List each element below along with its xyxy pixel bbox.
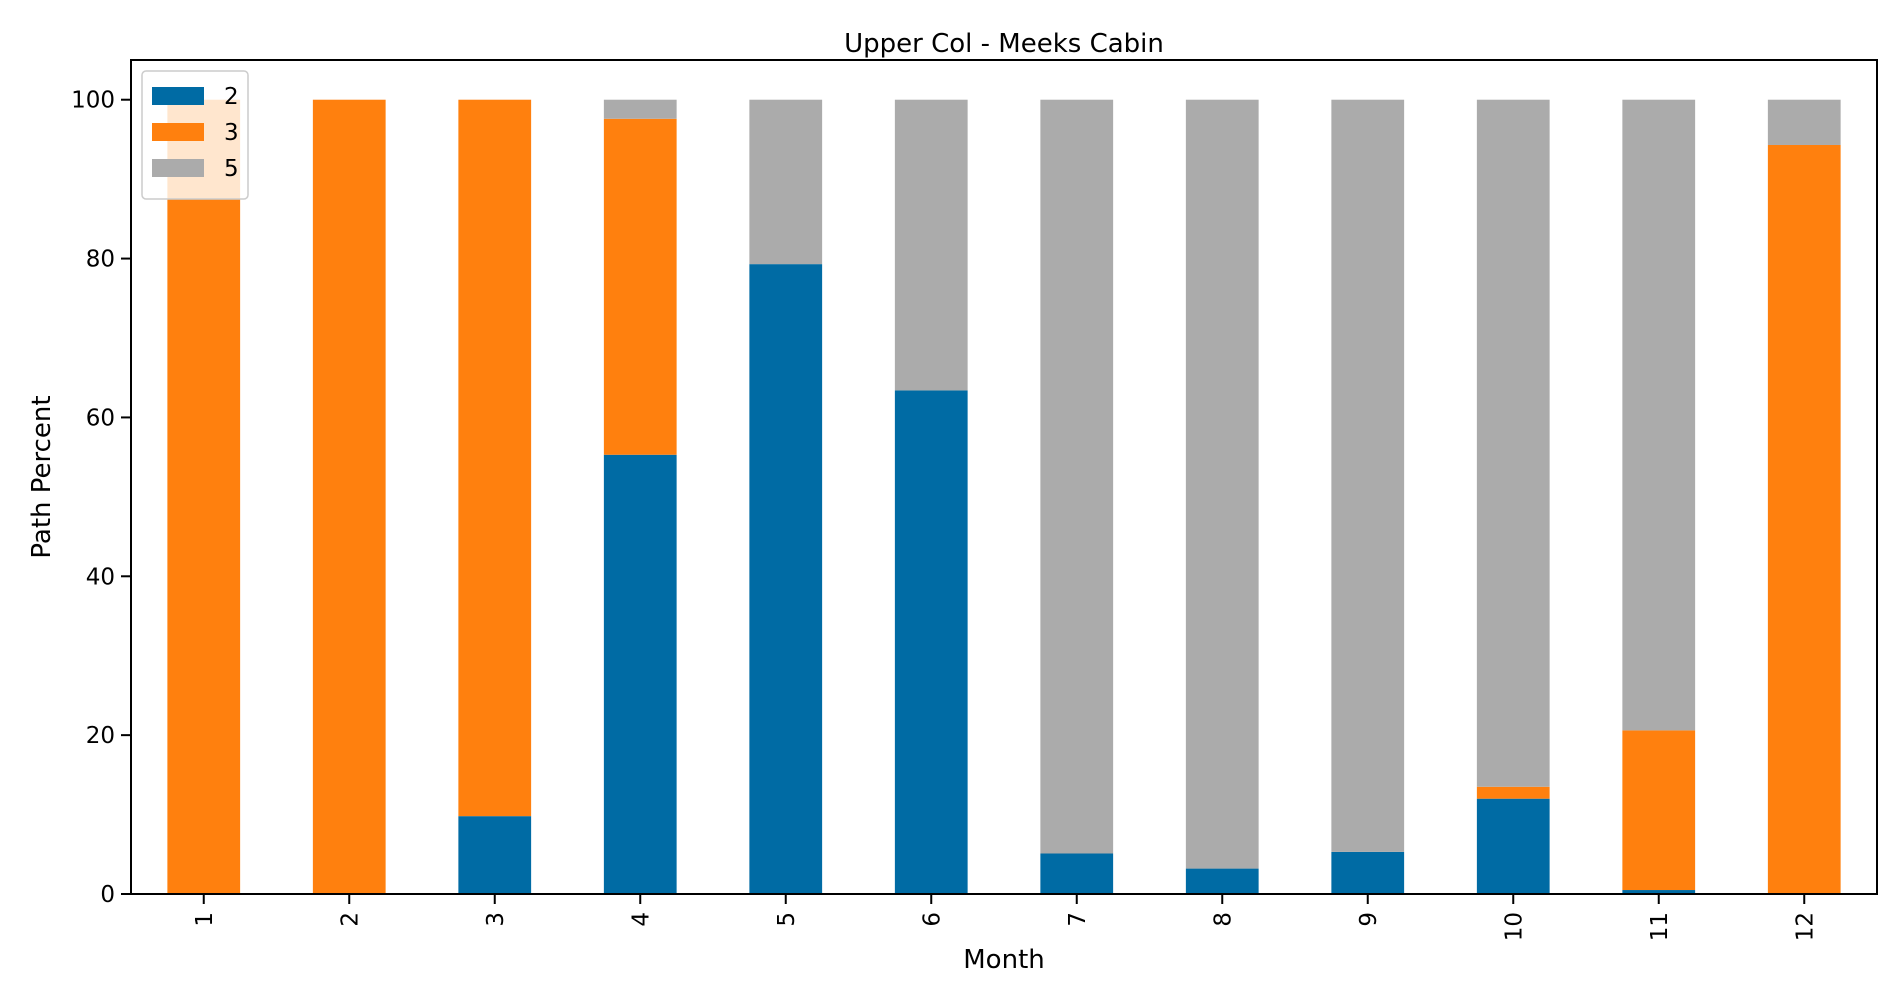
chart-title: Upper Col - Meeks Cabin xyxy=(844,29,1164,59)
bar-series-3-month-1 xyxy=(167,99,241,894)
legend-label-5: 5 xyxy=(224,156,239,182)
y-tick-label: 60 xyxy=(86,405,115,431)
legend-swatch-5 xyxy=(152,159,204,177)
bar-series-2-month-11 xyxy=(1622,890,1696,894)
x-tick-label: 1 xyxy=(192,912,218,927)
bar-series-2-month-7 xyxy=(1040,853,1114,894)
bar-series-2-month-6 xyxy=(894,390,968,894)
bar-series-5-month-9 xyxy=(1331,99,1405,852)
y-tick-label: 40 xyxy=(86,564,115,590)
x-tick-label: 5 xyxy=(774,912,800,927)
x-tick-label: 6 xyxy=(919,912,945,927)
bar-series-2-month-5 xyxy=(749,264,823,894)
bar-series-5-month-5 xyxy=(749,99,823,265)
x-tick-label: 4 xyxy=(628,912,654,927)
legend-label-3: 3 xyxy=(224,120,239,146)
x-tick-label: 7 xyxy=(1065,912,1091,927)
bars-group xyxy=(167,99,1841,894)
x-tick-label: 10 xyxy=(1501,912,1527,941)
bar-series-5-month-10 xyxy=(1476,99,1550,787)
y-tick-label: 80 xyxy=(86,247,115,273)
x-tick-label: 9 xyxy=(1356,912,1382,927)
bar-series-5-month-11 xyxy=(1622,99,1696,731)
x-tick-label: 3 xyxy=(483,912,509,927)
bar-series-5-month-4 xyxy=(603,99,677,119)
bar-series-5-month-6 xyxy=(894,99,968,391)
bar-series-2-month-9 xyxy=(1331,851,1405,894)
x-tick-label: 12 xyxy=(1792,912,1818,941)
bar-series-3-month-12 xyxy=(1767,144,1841,894)
legend: 2 3 5 xyxy=(141,70,249,200)
x-tick-label: 8 xyxy=(1210,912,1236,927)
y-tick-label: 100 xyxy=(71,88,115,114)
y-axis: 0 20 40 60 80 100 xyxy=(71,88,131,908)
bar-series-3-month-4 xyxy=(603,118,677,455)
legend-label-2: 2 xyxy=(224,84,239,110)
y-axis-label: Path Percent xyxy=(27,395,57,558)
bar-series-3-month-11 xyxy=(1622,730,1696,891)
x-tick-label: 2 xyxy=(337,912,363,927)
y-tick-label: 0 xyxy=(100,882,115,908)
bar-series-3-month-3 xyxy=(458,99,532,817)
plot-frame xyxy=(130,59,1878,895)
x-axis: 1 2 3 4 5 6 7 8 9 10 11 12 xyxy=(192,894,1818,941)
bar-series-5-month-12 xyxy=(1767,99,1841,145)
bar-series-2-month-10 xyxy=(1476,798,1550,894)
bar-series-5-month-7 xyxy=(1040,99,1114,854)
legend-swatch-2 xyxy=(152,87,204,105)
legend-swatch-3 xyxy=(152,123,204,141)
bar-series-2-month-4 xyxy=(603,454,677,894)
x-axis-label: Month xyxy=(963,945,1045,975)
bar-series-3-month-10 xyxy=(1476,786,1550,799)
bar-series-5-month-8 xyxy=(1185,99,1259,869)
x-tick-label: 11 xyxy=(1647,912,1673,941)
bar-series-3-month-2 xyxy=(312,99,386,894)
bar-series-2-month-8 xyxy=(1185,868,1259,894)
y-tick-label: 20 xyxy=(86,723,115,749)
bar-series-2-month-3 xyxy=(458,816,532,894)
